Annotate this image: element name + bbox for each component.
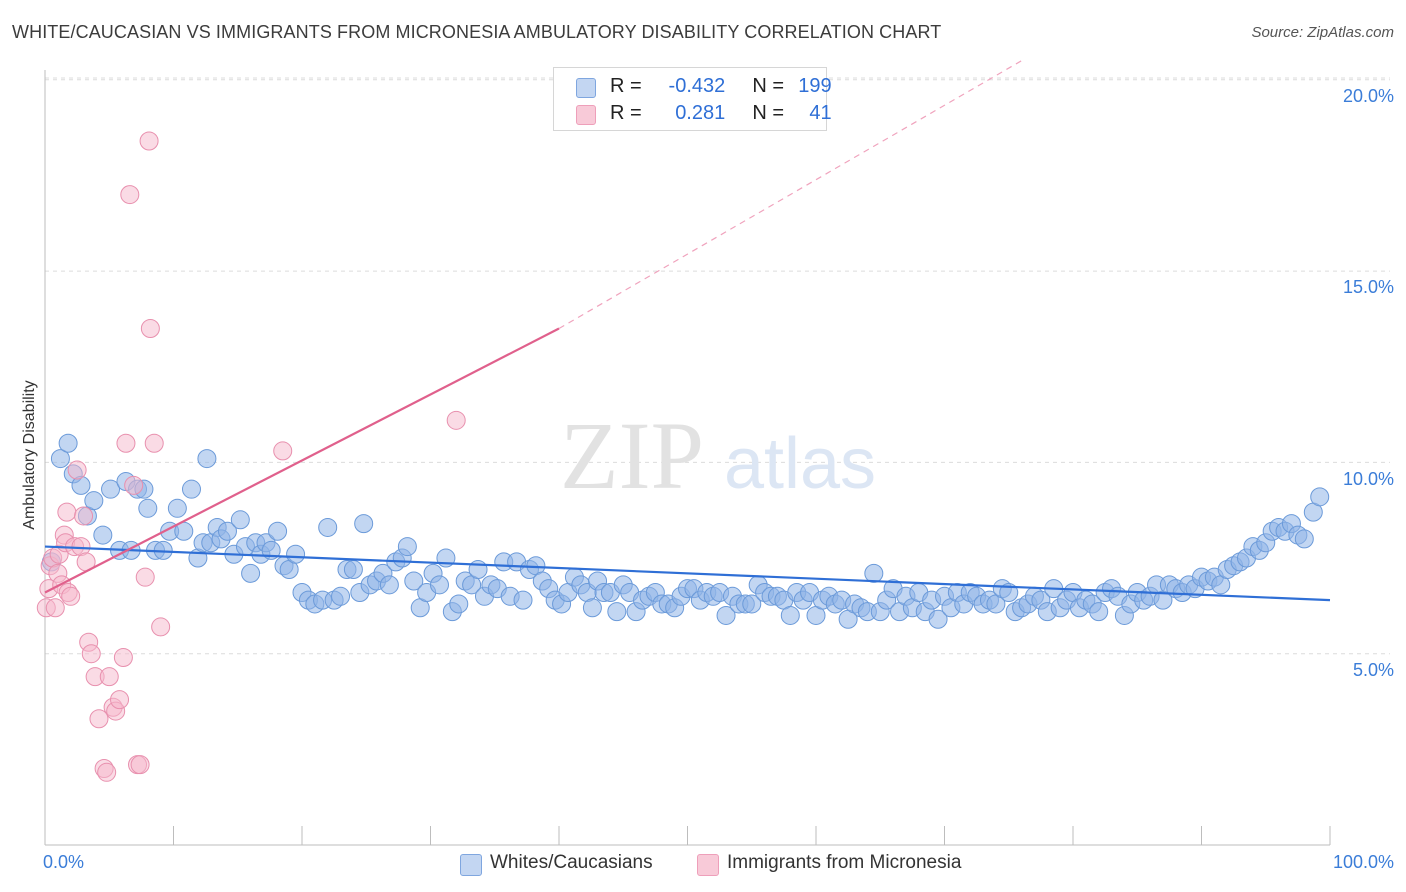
chart-title: WHITE/CAUCASIAN VS IMMIGRANTS FROM MICRO… <box>12 22 942 42</box>
point-micronesia <box>57 502 77 522</box>
point-whites <box>138 498 158 518</box>
point-micronesia <box>45 598 65 618</box>
legend-n-label: N = <box>752 102 785 124</box>
bottom-legend-swatch-whites <box>460 854 482 876</box>
point-micronesia <box>446 410 466 430</box>
point-whites <box>58 433 78 453</box>
point-whites <box>50 449 70 469</box>
y-tick-label-5: 5.0% <box>1352 660 1394 680</box>
point-micronesia <box>144 433 164 453</box>
legend-swatch-whites <box>576 78 596 98</box>
legend-r-label: R = <box>610 102 642 124</box>
bottom-legend-label-whites: Whites/Caucasians <box>490 852 653 873</box>
x-tick-label-max: 100.0% <box>1332 852 1394 872</box>
point-whites <box>1310 487 1330 507</box>
y-tick-label-20: 20.0% <box>1342 86 1394 106</box>
point-micronesia <box>116 433 136 453</box>
trendline-micronesia-extension <box>558 60 1022 330</box>
point-micronesia <box>61 586 81 606</box>
point-micronesia <box>135 567 155 587</box>
point-micronesia <box>81 644 101 664</box>
point-whites <box>167 498 187 518</box>
y-tick-label-10: 10.0% <box>1342 469 1394 489</box>
point-whites <box>1294 529 1314 549</box>
point-whites <box>864 563 884 583</box>
point-micronesia <box>113 648 133 668</box>
point-micronesia <box>110 690 130 710</box>
point-whites <box>93 525 113 545</box>
legend-swatch-micronesia <box>576 105 596 125</box>
point-micronesia <box>99 667 119 687</box>
point-whites <box>513 590 533 610</box>
point-micronesia <box>273 441 293 461</box>
point-micronesia <box>74 506 94 526</box>
point-whites <box>217 521 237 541</box>
watermark-atlas: atlas <box>724 424 876 504</box>
point-whites <box>468 560 488 580</box>
legend-n-value-micronesia: 41 <box>809 102 832 124</box>
point-micronesia <box>151 617 171 637</box>
point-whites <box>241 563 261 583</box>
point-whites <box>1089 602 1109 622</box>
point-whites <box>84 491 104 511</box>
point-micronesia <box>67 460 87 480</box>
point-whites <box>928 609 948 629</box>
point-whites <box>716 605 736 625</box>
series-micronesia <box>36 131 466 782</box>
y-tick-label-15: 15.0% <box>1342 277 1394 297</box>
point-whites <box>101 479 121 499</box>
point-whites <box>404 571 424 591</box>
point-whites <box>742 594 762 614</box>
point-whites <box>429 575 449 595</box>
chart-source: Source: ZipAtlas.com <box>1251 24 1394 41</box>
x-tick-label-min: 0.0% <box>43 852 85 872</box>
trendline-whites <box>44 545 1331 602</box>
point-whites <box>318 517 338 537</box>
point-whites <box>286 544 306 564</box>
bottom-legend-swatch-micronesia <box>697 854 719 876</box>
point-whites <box>449 594 469 614</box>
point-whites <box>379 575 399 595</box>
trendline-micronesia <box>44 327 560 594</box>
legend-n-value-whites: 199 <box>798 75 832 97</box>
point-whites <box>197 449 217 469</box>
point-micronesia <box>120 185 140 205</box>
point-whites <box>780 605 800 625</box>
point-whites <box>607 602 627 622</box>
point-micronesia <box>124 475 144 495</box>
point-whites <box>181 479 201 499</box>
point-micronesia <box>130 755 150 775</box>
point-whites <box>343 560 363 580</box>
point-whites <box>354 514 374 534</box>
watermark-zip: ZIP <box>560 402 704 509</box>
legend-r-value-micronesia: 0.281 <box>675 102 726 124</box>
point-micronesia <box>140 318 160 338</box>
legend-n-label: N = <box>752 75 785 97</box>
legend-r-value-whites: -0.432 <box>668 75 726 97</box>
point-whites <box>331 586 351 606</box>
point-micronesia <box>139 131 159 151</box>
bottom-legend-label-micronesia: Immigrants from Micronesia <box>727 852 962 873</box>
point-micronesia <box>97 762 117 782</box>
point-whites <box>397 537 417 557</box>
legend-r-label: R = <box>610 75 642 97</box>
point-micronesia <box>89 709 109 729</box>
point-whites <box>582 598 602 618</box>
stats-legend: R = -0.432 N = 199 R = 0.281 N = 41 <box>553 67 832 131</box>
point-whites <box>268 521 288 541</box>
point-whites <box>230 510 250 530</box>
